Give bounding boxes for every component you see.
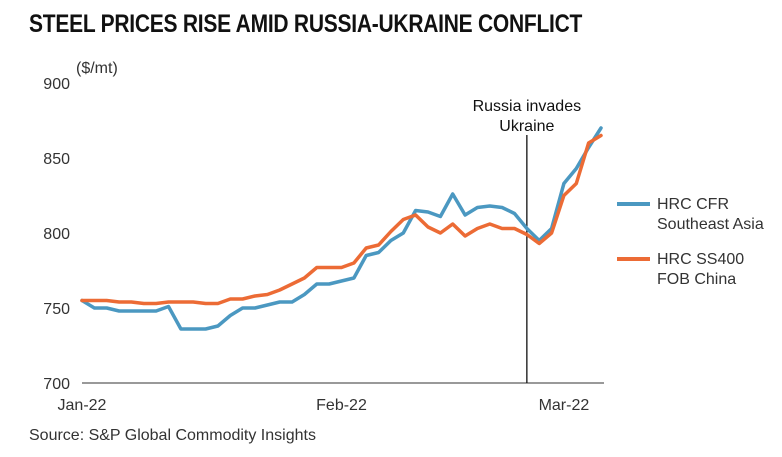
legend-label-hrc-ss400-line1: HRC SS400	[657, 251, 744, 268]
series-line-hrc-ss400-fob-china	[80, 133, 603, 306]
x-tick-label: Jan-22	[58, 397, 107, 414]
y-tick-label: 700	[43, 376, 70, 393]
series-line-hrc-cfr-southeast-asia	[80, 126, 603, 331]
y-tick-label: 850	[43, 151, 70, 168]
annotation-line-1: Russia invades	[473, 98, 582, 115]
source-note: Source: S&P Global Commodity Insights	[29, 427, 316, 444]
x-axis: Jan-22 Feb-22 Mar-22	[58, 397, 590, 414]
legend-label-hrc-cfr-line2: Southeast Asia	[657, 216, 764, 233]
legend-label-hrc-cfr-line1: HRC CFR	[657, 196, 729, 213]
y-axis-unit-label: ($/mt)	[76, 60, 118, 77]
series-group	[80, 126, 603, 331]
x-tick-label: Feb-22	[316, 397, 367, 414]
legend: HRC CFR Southeast Asia HRC SS400 FOB Chi…	[617, 196, 764, 288]
y-tick-label: 900	[43, 76, 70, 93]
y-axis: 700 750 800 850 900	[43, 76, 70, 393]
y-tick-label: 800	[43, 226, 70, 243]
y-tick-label: 750	[43, 301, 70, 318]
legend-label-hrc-ss400-line2: FOB China	[657, 271, 736, 288]
x-tick-label: Mar-22	[539, 397, 590, 414]
annotation-line-2: Ukraine	[499, 118, 554, 135]
chart-title: STEEL PRICES RISE AMID RUSSIA-UKRAINE CO…	[29, 10, 583, 38]
